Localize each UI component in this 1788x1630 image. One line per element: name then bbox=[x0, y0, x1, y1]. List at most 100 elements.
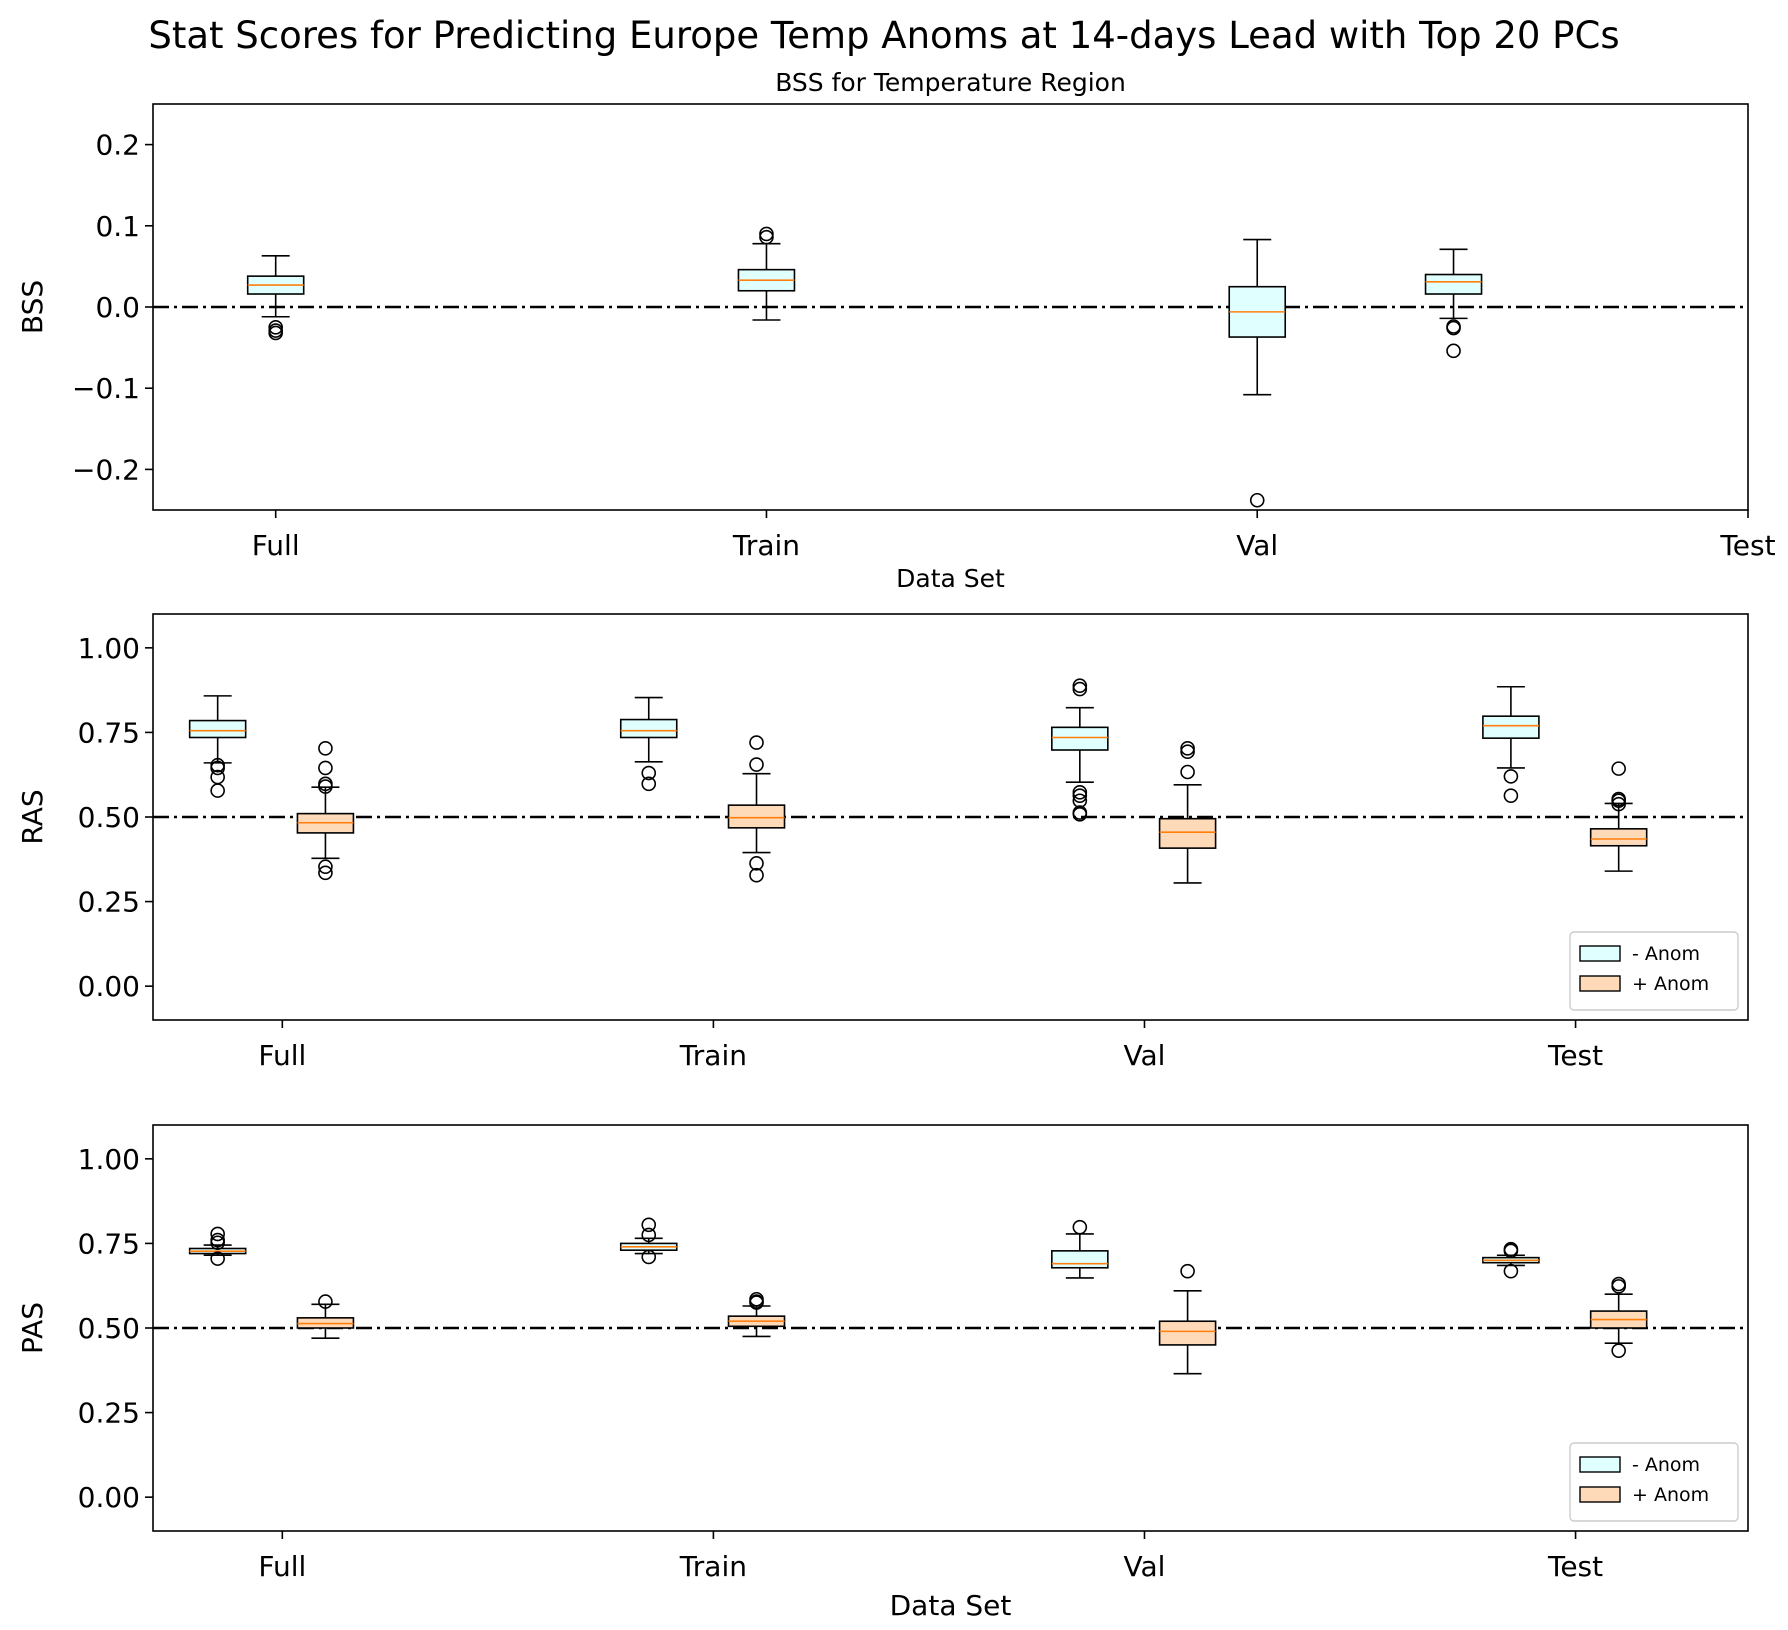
outlier-point bbox=[1503, 1243, 1519, 1259]
outlier-point bbox=[759, 226, 774, 242]
x-tick-label: Train bbox=[679, 1550, 747, 1583]
outlier-point bbox=[1180, 1263, 1195, 1279]
y-tick-label: 0.25 bbox=[78, 886, 140, 919]
box-pos bbox=[1589, 761, 1648, 872]
box-neg bbox=[619, 1217, 678, 1265]
outlier-point bbox=[1611, 1343, 1626, 1358]
outlier-point bbox=[641, 1217, 657, 1233]
outlier-point bbox=[1611, 796, 1626, 812]
y-tick-label: 0.00 bbox=[78, 1481, 140, 1514]
outlier-point bbox=[1072, 785, 1088, 800]
outlier-point bbox=[1611, 1279, 1626, 1294]
outlier-point bbox=[1446, 343, 1461, 359]
outlier-point bbox=[1446, 320, 1461, 336]
figure-title: Stat Scores for Predicting Europe Temp A… bbox=[148, 14, 1619, 57]
panel-bss: BSS for Temperature Region −0.2 −0.1 0.0 0.1… bbox=[16, 68, 1776, 593]
box-neg bbox=[188, 1226, 247, 1266]
outlier-point bbox=[318, 741, 333, 756]
box-iqr bbox=[188, 719, 247, 739]
box-pos bbox=[296, 741, 355, 881]
y-tick-label: 0.50 bbox=[78, 801, 140, 834]
legend-label: + Anom bbox=[1632, 1484, 1709, 1506]
box-neg bbox=[1424, 248, 1483, 359]
x-tick-label: Train bbox=[732, 529, 800, 562]
x-tick-label: Test bbox=[1719, 529, 1775, 562]
x-tick-label: Val bbox=[1124, 1550, 1166, 1583]
y-tick-label: 0.00 bbox=[78, 970, 140, 1003]
box-pos bbox=[1158, 741, 1217, 884]
box-iqr bbox=[619, 718, 678, 739]
outlier-point bbox=[318, 779, 333, 794]
y-tick-label: −0.1 bbox=[72, 372, 140, 405]
outlier-point bbox=[749, 867, 764, 883]
box-iqr bbox=[1424, 273, 1483, 295]
outlier-point bbox=[749, 735, 764, 750]
outlier-point bbox=[1503, 769, 1519, 784]
outlier-point bbox=[210, 760, 225, 776]
outlier-point bbox=[641, 776, 657, 792]
box-neg bbox=[737, 226, 796, 321]
box-neg bbox=[1051, 1219, 1109, 1279]
legend: - Anom + Anom bbox=[1569, 931, 1739, 1011]
y-tick-label: 0.2 bbox=[95, 129, 140, 162]
outlier-point bbox=[1180, 764, 1195, 780]
box-pos bbox=[1589, 1276, 1648, 1358]
box-iqr bbox=[1158, 1320, 1217, 1346]
outlier-point bbox=[210, 1226, 225, 1242]
outlier-point bbox=[1072, 681, 1088, 697]
outlier-point bbox=[318, 1294, 333, 1309]
panel-title: BSS for Temperature Region bbox=[775, 68, 1126, 97]
x-axis-label: Data Set bbox=[890, 1589, 1012, 1622]
y-axis-label: BSS bbox=[16, 280, 49, 334]
outlier-point bbox=[1180, 741, 1195, 756]
box-iqr bbox=[1051, 1250, 1109, 1269]
outlier-point bbox=[210, 783, 225, 798]
outlier-point bbox=[318, 859, 333, 875]
y-tick-label: 0.0 bbox=[95, 291, 140, 324]
y-tick-label: 0.75 bbox=[78, 716, 140, 749]
outlier-point bbox=[268, 325, 283, 341]
x-tick-label: Val bbox=[1236, 529, 1278, 562]
y-tick-label: 1.00 bbox=[78, 1143, 140, 1176]
outlier-point bbox=[1503, 788, 1519, 803]
outlier-point bbox=[1072, 1219, 1088, 1235]
box-iqr bbox=[1482, 715, 1540, 739]
box-pos bbox=[1158, 1263, 1217, 1375]
y-tick-label: 0.25 bbox=[78, 1397, 140, 1430]
y-tick-label: 0.75 bbox=[78, 1227, 140, 1260]
box-neg bbox=[1482, 685, 1540, 803]
outlier-point bbox=[1611, 793, 1626, 809]
x-tick-label: Full bbox=[258, 1039, 306, 1072]
outlier-point bbox=[641, 765, 657, 781]
outlier-point bbox=[1072, 788, 1088, 803]
outlier-point bbox=[318, 760, 333, 776]
x-tick-label: Train bbox=[679, 1039, 747, 1072]
outlier-point bbox=[749, 1295, 764, 1310]
y-tick-label: −0.2 bbox=[72, 453, 140, 486]
box-neg bbox=[1228, 238, 1287, 508]
box-iqr bbox=[727, 804, 786, 829]
box-neg bbox=[188, 695, 247, 798]
legend: - Anom + Anom bbox=[1569, 1442, 1739, 1522]
legend-label: - Anom bbox=[1632, 1454, 1700, 1476]
outlier-point bbox=[1180, 744, 1195, 760]
y-tick-label: 0.1 bbox=[95, 210, 140, 243]
box-pos bbox=[727, 735, 786, 883]
y-tick-label: 0.50 bbox=[78, 1312, 140, 1345]
x-tick-label: Full bbox=[258, 1550, 306, 1583]
legend-swatch bbox=[1579, 1486, 1621, 1503]
outlier-point bbox=[1072, 678, 1088, 694]
panel-ras: 0.00 0.25 0.50 0.75 1.00 RAS Full Train Val Test -… bbox=[16, 613, 1749, 1072]
outlier-point bbox=[1072, 806, 1088, 822]
box-neg bbox=[1482, 1241, 1540, 1279]
box-iqr bbox=[1051, 726, 1109, 751]
legend-swatch bbox=[1579, 1456, 1621, 1473]
y-tick-label: 1.00 bbox=[78, 632, 140, 665]
legend-swatch bbox=[1579, 945, 1621, 962]
outlier-point bbox=[749, 757, 764, 772]
outlier-point bbox=[641, 1227, 657, 1243]
panels: BSS for Temperature Region −0.2 −0.1 0.0 0.1… bbox=[16, 68, 1776, 1622]
box-neg bbox=[619, 696, 678, 792]
legend-swatch bbox=[1579, 975, 1621, 992]
